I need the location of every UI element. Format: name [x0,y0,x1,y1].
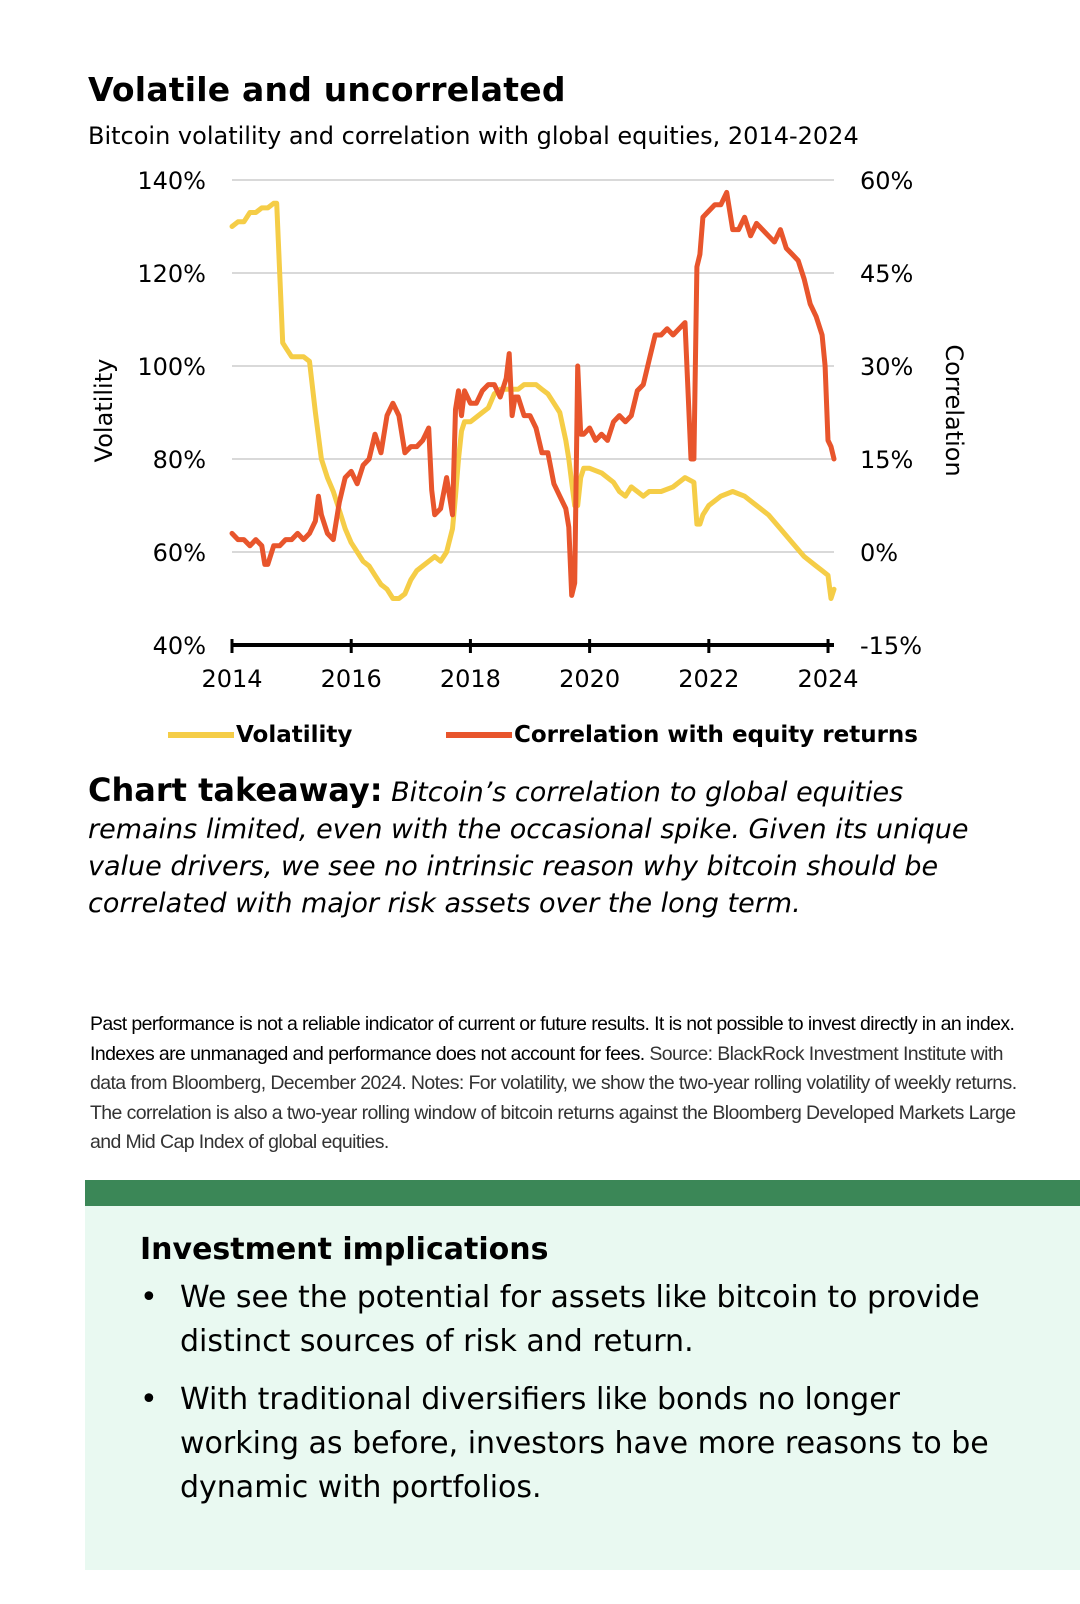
x-tick-label: 2016 [321,665,382,693]
disclaimer-text: Past performance is not a reliable indic… [90,1013,1015,1065]
x-tick-label: 2022 [678,665,739,693]
implication-text: We see the potential for assets like bit… [180,1280,980,1359]
y-tick-label: 120% [137,260,206,288]
y-tick-label: 60% [153,539,206,567]
chart-takeaway: Chart takeaway: Bitcoin’s correlation to… [88,772,1018,922]
y2-tick-label: 30% [860,353,913,381]
y2-tick-label: 15% [860,446,913,474]
chart-subtitle: Bitcoin volatility and correlation with … [88,122,859,150]
y-tick-label: 100% [137,353,206,381]
y2-axis-label: Correlation [940,344,968,476]
implications-accent-bar [85,1180,1080,1206]
bullet-icon: • [140,1280,158,1315]
takeaway-label: Chart takeaway: [88,771,383,809]
legend-volatility-label: Volatility [236,722,353,748]
implication-text: With traditional diversifiers like bonds… [180,1382,989,1505]
x-tick-label: 2014 [201,665,262,693]
correlation-line [229,189,837,598]
x-tick-label: 2024 [798,665,859,693]
implications-panel [85,1180,1080,1570]
y-tick-label: 40% [153,632,206,660]
implications-title: Investment implications [140,1232,549,1267]
legend-volatility-swatch [168,732,234,738]
chart-title: Volatile and uncorrelated [88,70,566,109]
y2-tick-label: 0% [860,539,898,567]
legend-volatility: Volatility [168,722,352,748]
y2-tick-label: 60% [860,167,913,195]
source-notes: Past performance is not a reliable indic… [90,1010,1020,1158]
y-tick-label: 80% [153,446,206,474]
y2-tick-label: 45% [860,260,913,288]
legend-correlation: Correlation with equity returns [446,722,918,748]
y-tick-label: 140% [137,167,206,195]
y2-tick-label: -15% [860,632,922,660]
source-text: Source: BlackRock Investment Institute w… [90,1042,1017,1154]
x-tick-label: 2020 [559,665,620,693]
takeaway-text: Bitcoin’s correlation to global equities… [88,777,969,919]
legend-correlation-label: Correlation with equity returns [514,722,918,748]
legend-correlation-swatch [446,732,512,738]
y-axis-label: Volatility [90,359,118,463]
volatility-line [229,200,837,601]
chart: 40% -15% 60% 0% 80% 15% 100% 30% 120% 45% 140% 60% 2… [90,167,968,693]
bullet-icon: • [140,1382,158,1417]
x-tick-label: 2018 [440,665,501,693]
